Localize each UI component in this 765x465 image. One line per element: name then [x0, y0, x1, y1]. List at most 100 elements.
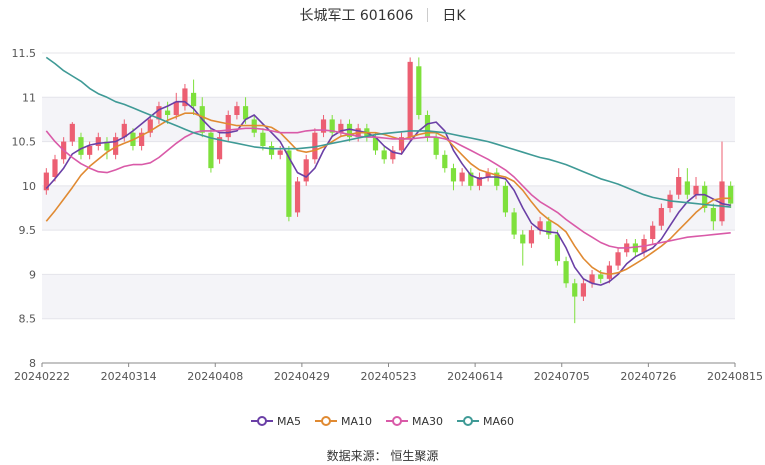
ma5-line	[45, 100, 731, 286]
candle-body	[69, 123, 75, 142]
candle-body	[372, 137, 379, 151]
ma10-line	[45, 112, 731, 276]
legend-item-ma30[interactable]: MA30	[386, 415, 443, 428]
candle-body	[225, 115, 231, 138]
candle-body	[650, 225, 656, 239]
legend-label: MA60	[483, 414, 515, 428]
candle-body	[606, 265, 612, 279]
candle-body	[165, 110, 171, 115]
candle-body	[658, 208, 664, 226]
candle-body	[684, 181, 690, 195]
x-tick-label: 20240222	[14, 370, 70, 383]
y-tick-label: 10.5	[12, 136, 37, 149]
chart-title: 长城军工 601606	[299, 8, 414, 24]
candle-body	[546, 221, 552, 235]
candle-body	[121, 123, 127, 138]
candle-body	[242, 106, 249, 120]
y-tick-label: 10	[22, 180, 36, 193]
chart-header: 长城军工 601606 日K	[0, 4, 765, 26]
candle-body	[407, 61, 413, 138]
legend-item-ma10[interactable]: MA10	[314, 414, 372, 428]
candle-body	[554, 234, 561, 262]
y-tick-label: 9	[29, 268, 36, 281]
candle-body	[433, 137, 439, 155]
candle-body	[277, 150, 283, 155]
legend-item-ma60[interactable]: MA60	[457, 415, 514, 428]
candle-body	[537, 221, 543, 231]
candle-body	[728, 185, 734, 204]
candle-body	[390, 150, 396, 160]
legend-swatch-icon	[386, 416, 408, 426]
y-tick-label: 11.5	[12, 47, 37, 60]
candle-body	[572, 283, 578, 297]
candle-body	[190, 92, 197, 107]
x-tick-label: 20240705	[534, 370, 590, 383]
candle-body	[95, 137, 101, 146]
candle-body	[346, 123, 353, 138]
x-tick-label: 20240408	[187, 370, 243, 383]
candle-body	[113, 137, 119, 155]
candle-body	[286, 150, 292, 217]
candle-body	[416, 66, 422, 115]
candle-body	[260, 132, 266, 146]
chart-legend: MA5 MA10 MA30 MA60	[0, 412, 765, 430]
candle-body	[156, 106, 162, 120]
legend-label: MA5	[276, 414, 301, 428]
candle-body	[381, 150, 387, 160]
candle-body	[43, 172, 49, 191]
candle-body	[710, 208, 716, 222]
candle-body	[459, 172, 465, 182]
candle-body	[208, 132, 214, 169]
candle-body	[511, 212, 517, 235]
legend-label: MA10	[340, 414, 372, 428]
candle-body	[294, 181, 301, 213]
candle-body	[147, 119, 153, 133]
x-tick-label: 20240314	[101, 370, 157, 383]
candle-body	[702, 185, 708, 208]
chart-period: 日K	[442, 8, 466, 24]
ma30-line	[45, 127, 731, 249]
candle-body	[52, 159, 58, 177]
candle-body	[719, 181, 725, 222]
candle-body	[598, 274, 604, 279]
x-tick-label: 20240523	[361, 370, 417, 383]
legend-swatch-icon	[314, 416, 337, 426]
candle-body	[338, 123, 344, 133]
candle-body	[234, 106, 240, 115]
candle-body	[182, 88, 188, 107]
legend-swatch-icon	[250, 416, 273, 426]
candle-body	[589, 274, 595, 284]
candle-body	[78, 137, 84, 155]
source-note: 数据来源： 恒生聚源	[326, 449, 439, 463]
candle-body	[173, 101, 179, 115]
candle-body	[268, 146, 275, 155]
candle-body	[312, 132, 318, 160]
x-tick-label: 20240614	[447, 370, 503, 383]
y-tick-label: 11	[22, 91, 36, 104]
candle-body	[476, 177, 483, 186]
candle-body	[693, 185, 699, 195]
candle-body	[632, 243, 638, 253]
x-tick-label: 20240726	[620, 370, 676, 383]
candle-body	[450, 168, 457, 182]
candle-body	[329, 119, 335, 133]
y-tick-label: 8.5	[19, 313, 37, 326]
legend-swatch-icon	[457, 416, 480, 426]
x-tick-label: 20240815	[707, 370, 763, 383]
grid-band	[42, 274, 735, 319]
candle-body	[502, 185, 509, 213]
candle-body	[442, 154, 448, 169]
candle-body	[528, 230, 535, 244]
title-separator	[427, 8, 429, 22]
candle-body	[424, 115, 431, 138]
legend-label: MA30	[412, 414, 444, 428]
candle-body	[494, 172, 500, 186]
legend-item-ma5[interactable]: MA5	[250, 414, 301, 428]
candle-body	[468, 172, 474, 186]
candle-body	[520, 234, 526, 244]
candle-body	[398, 137, 405, 151]
candle-body	[104, 141, 110, 151]
candle-body	[615, 252, 621, 266]
candle-body	[303, 159, 309, 182]
